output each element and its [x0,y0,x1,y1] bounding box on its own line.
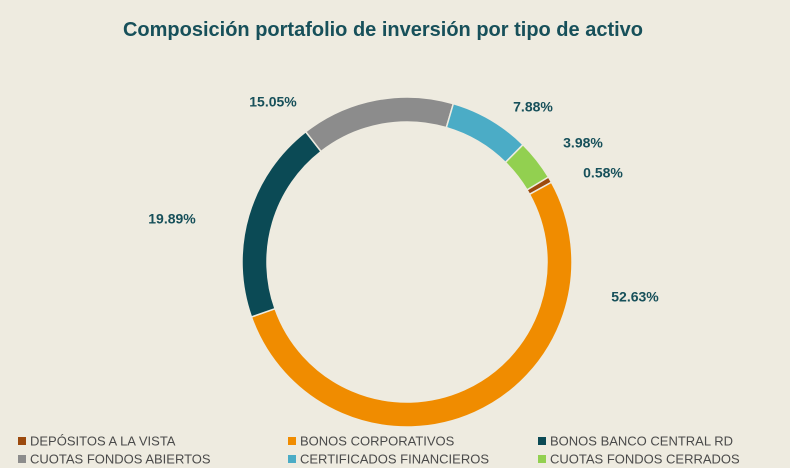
legend-label: CUOTAS FONDOS CERRADOS [550,451,740,466]
slice [250,181,573,428]
legend-label: CUOTAS FONDOS ABIERTOS [30,451,211,466]
data-label: 52.63% [611,289,659,305]
legend-swatch [288,437,296,445]
data-label: 3.98% [563,135,603,151]
slice [241,130,323,318]
legend-label: DEPÓSITOS A LA VISTA [30,433,176,448]
slice [504,143,550,191]
legend-swatch [18,437,26,445]
slice [445,102,525,164]
legend-swatch [538,455,546,463]
legend-label: CERTIFICADOS FINANCIEROS [300,451,489,466]
legend-swatch [538,437,546,445]
data-label: 0.58% [583,165,623,181]
chart-title: Composición portafolio de inversión por … [122,19,644,41]
slice [304,96,455,153]
legend-label: BONOS CORPORATIVOS [300,433,455,448]
data-label: 15.05% [249,94,297,110]
legend-swatch [18,455,26,463]
legend-swatch [288,455,296,463]
data-label: 7.88% [513,99,553,115]
legend-label: BONOS BANCO CENTRAL RD [550,433,733,448]
data-label: 19.89% [148,211,196,227]
